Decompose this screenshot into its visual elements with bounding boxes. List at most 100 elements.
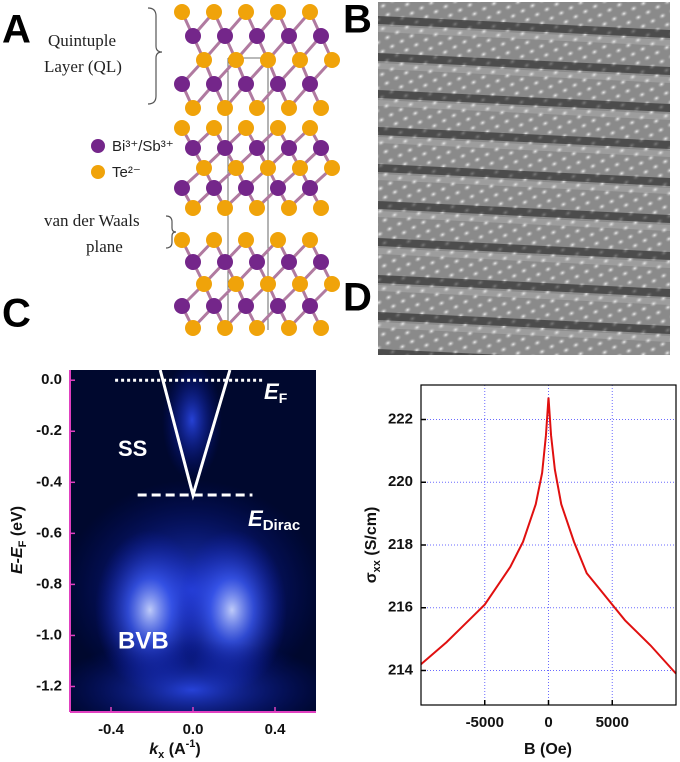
atom	[249, 254, 265, 270]
atom	[217, 254, 233, 270]
atom	[292, 160, 308, 176]
plot-frame	[420, 384, 677, 706]
atom	[302, 180, 318, 196]
stm-band	[378, 53, 670, 75]
vdw-label: van der Waals	[44, 211, 140, 230]
annotation: SS	[118, 436, 147, 461]
atom	[260, 160, 276, 176]
stm-band	[378, 137, 670, 157]
y-tick-label: -0.6	[36, 524, 62, 541]
stm-band	[378, 16, 670, 38]
atom	[260, 52, 276, 68]
atom	[174, 76, 190, 92]
atom	[174, 180, 190, 196]
legend-label: Bi³⁺/Sb³⁺	[112, 138, 174, 155]
stm-band	[378, 174, 670, 194]
crystal-structure	[174, 4, 340, 336]
atom	[238, 232, 254, 248]
atom	[270, 120, 286, 136]
atom	[313, 254, 329, 270]
label-part: xx	[371, 559, 383, 572]
atom	[206, 298, 222, 314]
arpes-map	[70, 370, 316, 712]
stm-band	[378, 285, 670, 305]
arpes-intensity	[70, 640, 316, 712]
atom	[281, 140, 297, 156]
atom	[249, 200, 265, 216]
atom	[270, 4, 286, 20]
annotation-part: Dirac	[263, 517, 301, 534]
atom	[249, 100, 265, 116]
stm-band	[378, 127, 670, 149]
stm-band	[378, 201, 670, 223]
label-part: (A	[164, 741, 186, 758]
atom	[217, 100, 233, 116]
x-tick-label: 0.0	[183, 721, 204, 738]
atom	[292, 52, 308, 68]
arpes-intensity	[162, 370, 222, 480]
stm-band	[378, 322, 670, 342]
annotation-part: E	[248, 506, 264, 531]
label-part: (S/cm)	[363, 507, 380, 560]
atom	[206, 120, 222, 136]
atom	[206, 232, 222, 248]
atom	[260, 276, 276, 292]
y-tick-label: -0.4	[36, 473, 63, 490]
atom	[228, 52, 244, 68]
legend-swatch	[91, 165, 105, 179]
vdw-label: plane	[86, 237, 123, 256]
stm-band	[378, 275, 670, 297]
atom	[217, 140, 233, 156]
annotation: EDirac	[248, 506, 300, 534]
panel-label: C	[2, 292, 31, 336]
x-tick-label: 0.4	[265, 721, 287, 738]
atom	[206, 4, 222, 20]
plot-c: 0.0 -0.2 -0.4 -0.6 -0.8 -1.0 -1.2 -0.4 0.0 0.4	[36, 369, 316, 738]
atom	[196, 52, 212, 68]
atom	[217, 320, 233, 336]
atom	[238, 76, 254, 92]
atom	[238, 180, 254, 196]
label-part: σ	[363, 572, 380, 583]
atom	[217, 200, 233, 216]
atom	[249, 28, 265, 44]
stm-band	[378, 211, 670, 231]
brace	[147, 7, 163, 105]
x-tick-label: -5000	[466, 714, 504, 731]
panel-label: D	[343, 276, 372, 320]
x-axis-label: B (Oe)	[524, 741, 572, 758]
panel-label: B	[343, 0, 372, 42]
atom	[313, 100, 329, 116]
stm-image	[378, 2, 670, 355]
atom	[281, 254, 297, 270]
y-tick-label: 218	[388, 536, 413, 553]
atom	[313, 320, 329, 336]
y-tick-label: -1.2	[36, 677, 62, 694]
atom	[313, 140, 329, 156]
y-tick-label: -1.0	[36, 626, 62, 643]
atom	[206, 76, 222, 92]
ql-label: Quintuple	[48, 31, 116, 50]
stm-band	[378, 349, 504, 355]
label-part: )	[195, 741, 200, 758]
atom	[238, 298, 254, 314]
label-part: x	[158, 749, 165, 761]
atom	[174, 120, 190, 136]
atom	[281, 28, 297, 44]
stm-bands	[378, 16, 670, 355]
y-tick-label: 0.0	[41, 371, 62, 388]
atom	[313, 200, 329, 216]
atom	[270, 180, 286, 196]
atom	[281, 320, 297, 336]
y-tick-label: 216	[388, 599, 413, 616]
stm-band	[378, 90, 670, 112]
atom	[270, 76, 286, 92]
plot-d: 214 216 218 220 222 -5000 0 5000	[388, 384, 677, 731]
label-part: F	[17, 540, 29, 547]
stm-band	[378, 248, 670, 268]
atom	[270, 232, 286, 248]
atom	[302, 298, 318, 314]
atom	[302, 232, 318, 248]
atom	[302, 120, 318, 136]
